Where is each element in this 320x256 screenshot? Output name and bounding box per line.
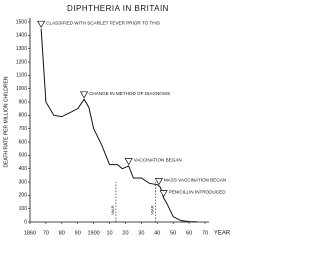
y-tick-label: 1000 [16,86,27,92]
y-tick-label: 800 [19,113,28,119]
y-tick-label: 1300 [16,46,27,52]
annotation: VACCINATION BEGAN [134,158,182,163]
x-tick-label: 70 [43,230,49,236]
y-tick-label: 700 [19,126,28,132]
annotation-marker [79,91,89,99]
annotation: MASS VACCINATION BEGAN [164,178,226,183]
x-tick-label: 10 [106,230,112,236]
war-label: WAR [150,205,155,214]
y-tick-label: 400 [19,166,28,172]
data-line [40,28,198,223]
x-tick-label: 50 [170,230,176,236]
x-tick-label: 1900 [88,230,100,236]
x-tick-label: 40 [154,230,160,236]
annotation: PENICILLIN INTRODUCED [169,190,227,195]
x-tick-label: 1860 [24,230,36,236]
x-tick-label: 20 [122,230,128,236]
x-tick-label: 70 [202,230,208,236]
y-tick-label: 0 [24,219,27,225]
annotation-marker [37,20,46,28]
y-tick-label: 1200 [16,59,27,65]
y-tick-label: 300 [19,179,28,185]
x-tick-label: 80 [59,230,65,236]
y-tick-label: 900 [19,99,28,105]
annotation-marker [124,158,133,166]
y-tick-label: 1500 [16,19,27,25]
y-tick-label: 500 [19,153,28,159]
x-tick-label: 60 [186,230,192,236]
y-axis-label: DEATH RATE PER MILLION CHILDREN [3,76,9,167]
y-tick-label: 200 [19,193,28,199]
x-tick-label: 30 [138,230,144,236]
x-axis-label: YEAR [214,231,231,237]
chart: DIPHTHERIA IN BRITAIN DEATH RATE PER MIL… [3,4,231,237]
y-tick-label: 600 [19,139,28,145]
x-tick-label: 90 [75,230,81,236]
annotation: CHANGE IN METHOD OF DIAGNOSIS [89,91,170,96]
chart-title: DIPHTHERIA IN BRITAIN [67,4,169,13]
war-label: WAR [110,205,115,214]
annotation-marker [154,178,163,186]
annotation: CLASSIFIED WITH SCARLET FEVER PRIOR TO T… [46,20,160,25]
y-tick-label: 1100 [16,73,27,79]
y-tick-label: 1400 [16,33,27,39]
y-tick-label: 100 [19,206,28,212]
annotation-marker [159,190,168,198]
